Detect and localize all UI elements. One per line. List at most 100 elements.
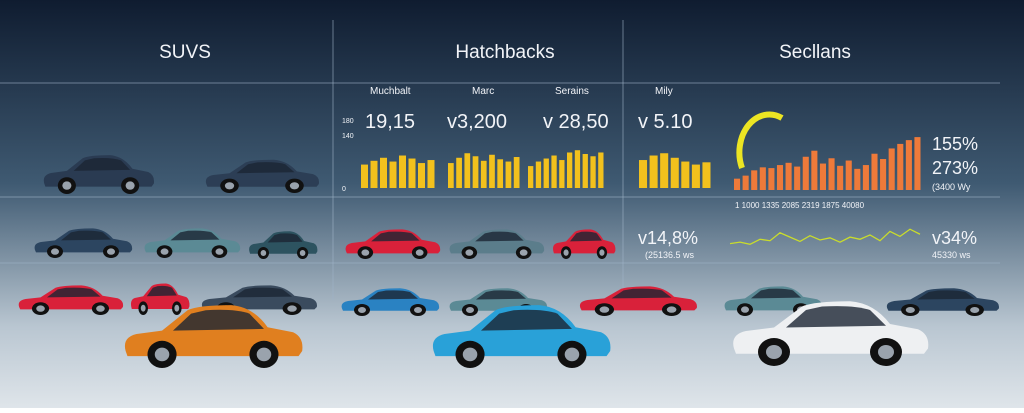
stat-sub: 45330 ws bbox=[932, 250, 971, 260]
bar bbox=[905, 140, 912, 190]
bar bbox=[389, 161, 397, 188]
column-title: Secllans bbox=[779, 42, 851, 63]
bar bbox=[567, 152, 573, 188]
bar bbox=[888, 148, 895, 190]
metric-value: v3,200 bbox=[447, 111, 507, 133]
bar bbox=[759, 167, 766, 190]
bar bbox=[794, 166, 801, 190]
metric-label: Serains bbox=[555, 86, 589, 97]
car-window bbox=[371, 231, 420, 242]
car bbox=[432, 305, 611, 368]
bar bbox=[448, 163, 454, 188]
rim bbox=[51, 248, 59, 255]
car-window bbox=[751, 288, 801, 299]
bar bbox=[819, 163, 826, 190]
rim bbox=[256, 347, 272, 362]
rim bbox=[414, 307, 422, 313]
bar bbox=[776, 165, 784, 190]
rim bbox=[563, 249, 569, 256]
bar bbox=[513, 157, 520, 188]
bar bbox=[862, 165, 869, 190]
car-window bbox=[236, 162, 295, 174]
car bbox=[249, 231, 318, 259]
car bbox=[18, 285, 124, 315]
rim bbox=[766, 345, 782, 359]
bar bbox=[649, 155, 658, 188]
timeline: 1 1000 1335 2085 2319 1875 40080 bbox=[735, 201, 865, 210]
rim bbox=[415, 249, 424, 256]
bar bbox=[464, 153, 471, 188]
rim bbox=[564, 347, 580, 362]
car bbox=[886, 288, 1000, 316]
bar bbox=[660, 153, 669, 188]
bar bbox=[880, 159, 887, 190]
bar bbox=[897, 143, 904, 190]
bar bbox=[574, 150, 581, 188]
bar bbox=[681, 161, 690, 188]
car-window bbox=[476, 290, 526, 300]
rim bbox=[599, 249, 605, 256]
trend-line bbox=[729, 228, 921, 246]
rim bbox=[62, 181, 72, 190]
rim bbox=[599, 306, 610, 313]
bar bbox=[456, 157, 462, 188]
car bbox=[553, 229, 616, 259]
rim bbox=[361, 249, 370, 256]
bar bbox=[734, 178, 741, 190]
bar bbox=[670, 157, 679, 188]
bar bbox=[497, 159, 504, 188]
car bbox=[144, 228, 241, 258]
bar bbox=[914, 137, 921, 190]
car bbox=[345, 229, 441, 259]
car-window bbox=[233, 287, 293, 298]
bar bbox=[837, 165, 844, 190]
car bbox=[34, 228, 133, 258]
bar bbox=[380, 157, 387, 188]
rim bbox=[224, 182, 235, 190]
car bbox=[579, 286, 697, 316]
rim bbox=[154, 347, 170, 362]
car bbox=[341, 288, 440, 316]
car-window bbox=[267, 233, 303, 243]
bar bbox=[370, 160, 378, 188]
rim bbox=[174, 304, 180, 312]
bar bbox=[871, 153, 878, 190]
bar bbox=[845, 160, 852, 190]
car bbox=[130, 283, 190, 315]
car-window bbox=[480, 309, 572, 331]
rim bbox=[160, 248, 169, 255]
car bbox=[124, 305, 303, 368]
rim bbox=[140, 304, 146, 312]
gauge-arc bbox=[736, 111, 784, 169]
bar bbox=[418, 163, 425, 188]
rim bbox=[36, 305, 45, 312]
rim bbox=[666, 306, 677, 313]
car-window bbox=[368, 290, 418, 300]
rim bbox=[970, 307, 980, 313]
car bbox=[205, 159, 320, 193]
bar bbox=[854, 168, 861, 190]
car-window bbox=[170, 230, 220, 241]
axis-tick: 0 bbox=[342, 186, 346, 193]
car bbox=[733, 301, 929, 366]
rim bbox=[125, 181, 135, 190]
bar bbox=[528, 166, 534, 188]
rim bbox=[260, 250, 267, 256]
car-window bbox=[46, 287, 101, 298]
bar bbox=[427, 160, 435, 188]
bar bbox=[399, 155, 406, 188]
rim bbox=[465, 249, 474, 256]
bar bbox=[559, 160, 565, 188]
metric-value: v 28,50 bbox=[543, 111, 609, 133]
car-window bbox=[786, 306, 886, 328]
car-window bbox=[917, 290, 975, 300]
bar bbox=[742, 175, 749, 190]
metric-value: v 5.10 bbox=[638, 111, 692, 133]
column-title: SUVS bbox=[159, 42, 211, 63]
rim bbox=[215, 248, 224, 255]
bar bbox=[828, 158, 835, 190]
metric-value: 19,15 bbox=[365, 111, 415, 133]
car-window bbox=[172, 309, 264, 331]
